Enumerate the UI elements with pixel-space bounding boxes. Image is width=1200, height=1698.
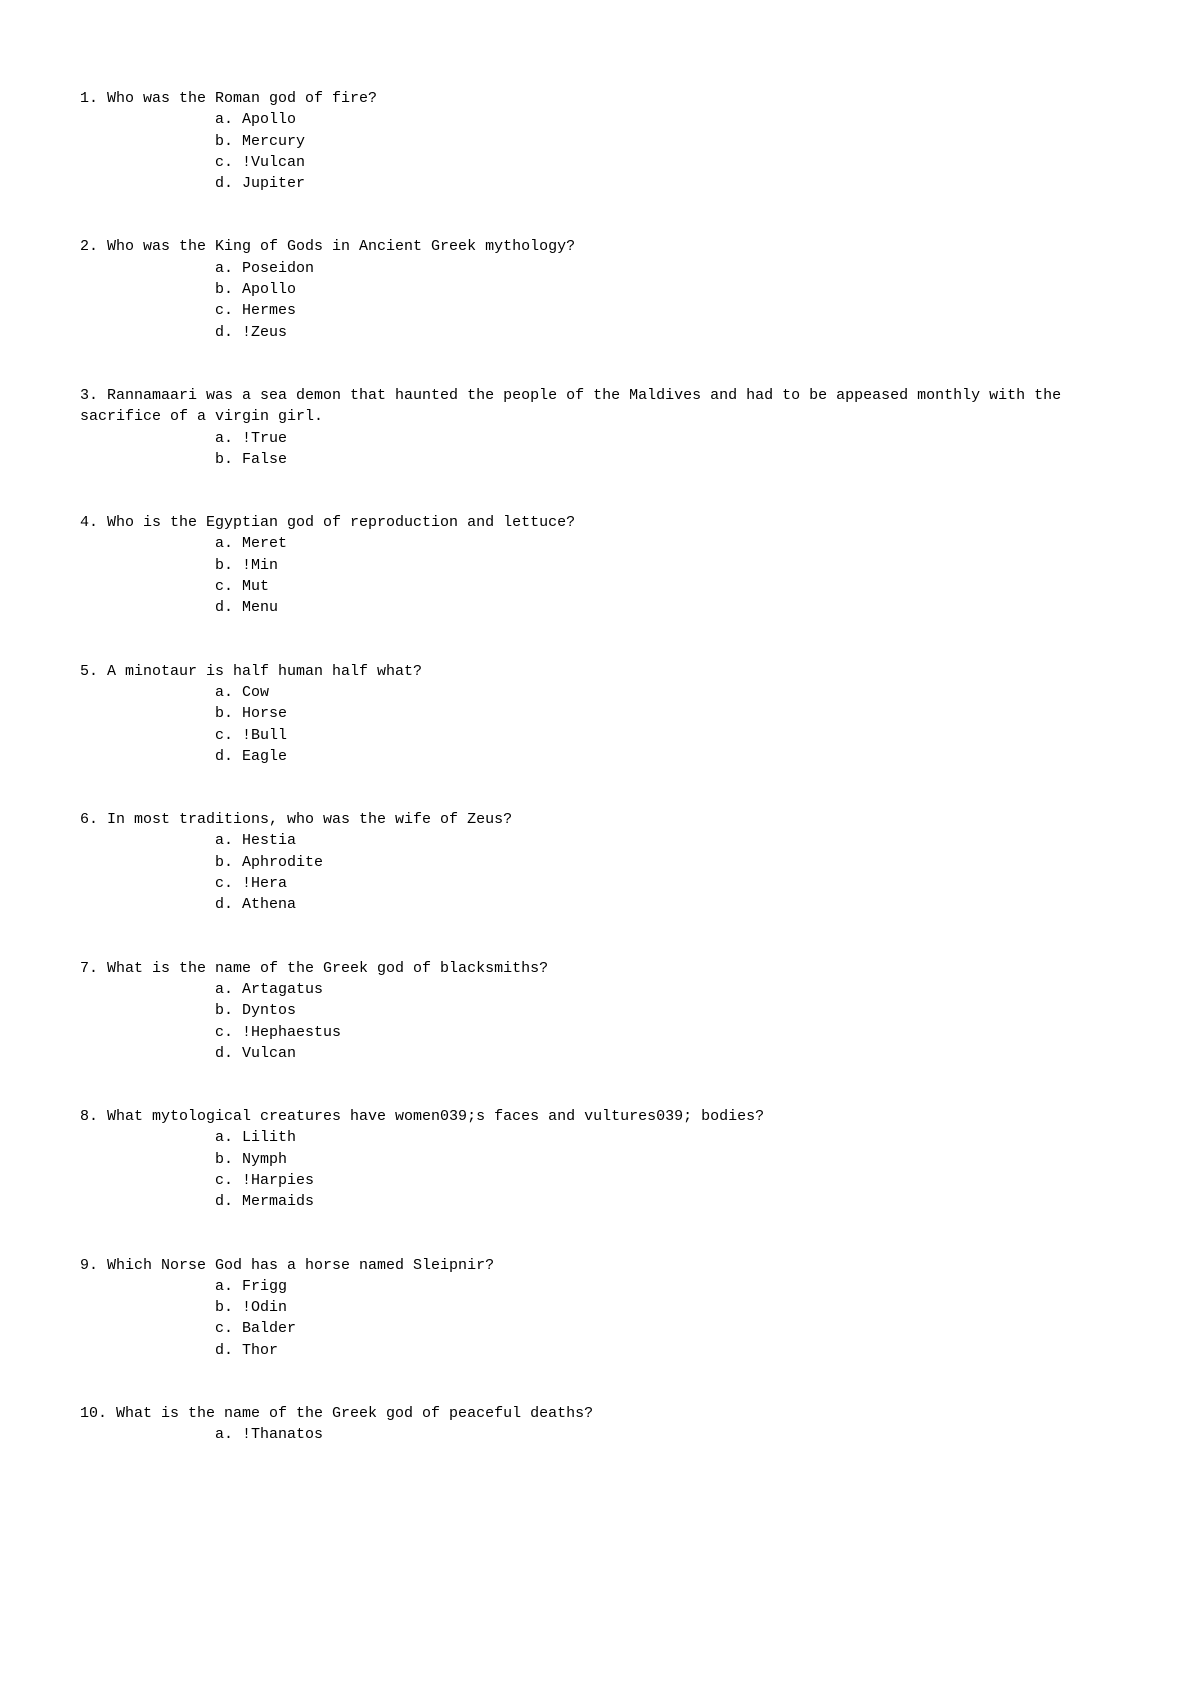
option-line: c. !Harpies: [80, 1170, 1120, 1191]
option-line: d. Vulcan: [80, 1043, 1120, 1064]
option-line: a. Hestia: [80, 830, 1120, 851]
question-text: 3. Rannamaari was a sea demon that haunt…: [80, 385, 1120, 428]
option-line: c. !Hephaestus: [80, 1022, 1120, 1043]
question-block: 9. Which Norse God has a horse named Sle…: [80, 1255, 1120, 1361]
option-line: b. False: [80, 449, 1120, 470]
question-text: 8. What mytological creatures have women…: [80, 1106, 1120, 1127]
option-line: a. Meret: [80, 533, 1120, 554]
option-line: d. !Zeus: [80, 322, 1120, 343]
option-line: a. Lilith: [80, 1127, 1120, 1148]
option-line: d. Mermaids: [80, 1191, 1120, 1212]
question-text: 7. What is the name of the Greek god of …: [80, 958, 1120, 979]
option-line: b. Apollo: [80, 279, 1120, 300]
option-line: b. Dyntos: [80, 1000, 1120, 1021]
option-line: a. !Thanatos: [80, 1424, 1120, 1445]
option-line: b. Nymph: [80, 1149, 1120, 1170]
option-line: b. Horse: [80, 703, 1120, 724]
question-block: 3. Rannamaari was a sea demon that haunt…: [80, 385, 1120, 470]
question-block: 7. What is the name of the Greek god of …: [80, 958, 1120, 1064]
option-line: b. !Odin: [80, 1297, 1120, 1318]
question-text: 10. What is the name of the Greek god of…: [80, 1403, 1120, 1424]
option-line: a. !True: [80, 428, 1120, 449]
option-line: d. Eagle: [80, 746, 1120, 767]
option-line: a. Apollo: [80, 109, 1120, 130]
page-content: 1. Who was the Roman god of fire?a. Apol…: [0, 0, 1200, 1528]
option-line: a. Cow: [80, 682, 1120, 703]
option-line: c. !Hera: [80, 873, 1120, 894]
option-line: d. Jupiter: [80, 173, 1120, 194]
question-block: 4. Who is the Egyptian god of reproducti…: [80, 512, 1120, 618]
question-text: 1. Who was the Roman god of fire?: [80, 88, 1120, 109]
option-line: c. !Bull: [80, 725, 1120, 746]
option-line: c. Mut: [80, 576, 1120, 597]
option-line: c. Balder: [80, 1318, 1120, 1339]
option-line: c. Hermes: [80, 300, 1120, 321]
question-text: 2. Who was the King of Gods in Ancient G…: [80, 236, 1120, 257]
question-block: 2. Who was the King of Gods in Ancient G…: [80, 236, 1120, 342]
option-line: c. !Vulcan: [80, 152, 1120, 173]
option-line: b. Mercury: [80, 131, 1120, 152]
question-text: 5. A minotaur is half human half what?: [80, 661, 1120, 682]
option-line: b. Aphrodite: [80, 852, 1120, 873]
question-block: 1. Who was the Roman god of fire?a. Apol…: [80, 88, 1120, 194]
question-text: 6. In most traditions, who was the wife …: [80, 809, 1120, 830]
question-block: 10. What is the name of the Greek god of…: [80, 1403, 1120, 1446]
question-text: 9. Which Norse God has a horse named Sle…: [80, 1255, 1120, 1276]
option-line: d. Menu: [80, 597, 1120, 618]
option-line: a. Artagatus: [80, 979, 1120, 1000]
option-line: d. Athena: [80, 894, 1120, 915]
question-block: 8. What mytological creatures have women…: [80, 1106, 1120, 1212]
option-line: a. Poseidon: [80, 258, 1120, 279]
option-line: d. Thor: [80, 1340, 1120, 1361]
question-block: 6. In most traditions, who was the wife …: [80, 809, 1120, 915]
option-line: b. !Min: [80, 555, 1120, 576]
question-block: 5. A minotaur is half human half what?a.…: [80, 661, 1120, 767]
question-text: 4. Who is the Egyptian god of reproducti…: [80, 512, 1120, 533]
option-line: a. Frigg: [80, 1276, 1120, 1297]
